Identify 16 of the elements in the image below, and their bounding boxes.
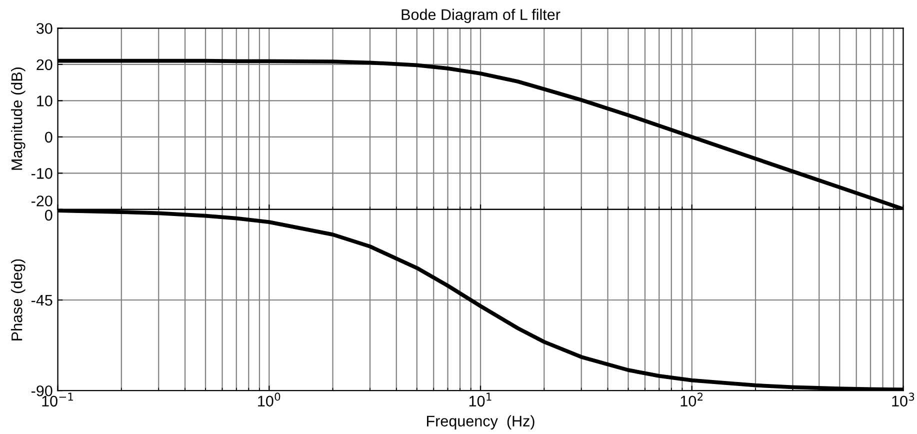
x-tick-label: 10$^{3}$: [892, 392, 914, 407]
y-axis-title: Phase (deg): [11, 259, 26, 340]
y-tick-label: 10: [37, 96, 52, 106]
y-tick-label: -45: [32, 295, 52, 306]
y-tick-label: 0: [45, 210, 52, 221]
x-tick-label: 10$^{2}$: [680, 392, 703, 407]
y-tick-label: -10: [32, 168, 52, 179]
y-tick-label: 20: [36, 59, 52, 70]
y-tick-label: -20: [32, 196, 52, 206]
y-tick-label: 30: [36, 23, 52, 34]
x-tick-label: 10$^{1}$: [469, 392, 492, 407]
y-axis-title: Magnitude (dB): [11, 68, 26, 170]
x-axis-title: Frequency (Hz): [427, 415, 534, 430]
chart-title: Bode Diagram of L filter: [402, 8, 560, 24]
y-tick-label: 0: [45, 132, 52, 143]
x-tick-label: 10$^{0}$: [258, 392, 280, 407]
